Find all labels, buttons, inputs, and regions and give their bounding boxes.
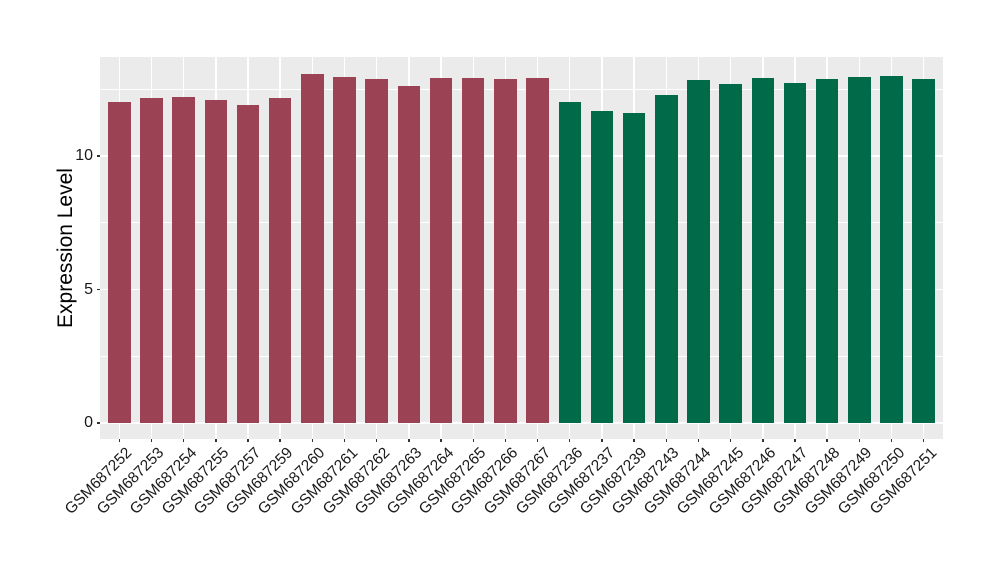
x-tick-mark [504, 439, 507, 442]
major-gridline [100, 422, 943, 424]
x-tick-mark [794, 439, 796, 442]
x-tick-mark [922, 439, 925, 442]
plot-panel [100, 57, 943, 439]
x-tick-mark [697, 439, 700, 442]
y-tick-label: 10 [75, 147, 93, 165]
y-tick-label: 5 [84, 280, 93, 298]
y-axis-title: Expression Level [54, 168, 77, 328]
x-tick-mark [826, 439, 828, 442]
bar [172, 97, 195, 423]
x-tick-mark [440, 439, 442, 442]
minor-gridline [100, 355, 943, 357]
x-tick-mark [215, 439, 217, 442]
x-tick-mark [279, 439, 281, 442]
bar [848, 76, 871, 423]
x-tick-mark [729, 439, 732, 442]
bar [494, 79, 517, 423]
bar [429, 78, 453, 423]
x-tick-mark [343, 439, 346, 442]
x-tick-mark [569, 439, 571, 442]
bar [108, 102, 131, 423]
bar [622, 113, 646, 423]
bar [365, 78, 388, 423]
minor-gridline [100, 88, 943, 90]
x-tick-mark [408, 439, 410, 442]
bar [783, 83, 807, 423]
x-tick-mark [890, 439, 893, 442]
y-tick-mark [97, 288, 100, 291]
bar [912, 78, 935, 423]
bar [461, 77, 485, 423]
minor-gridline [100, 222, 943, 224]
bar [880, 76, 903, 423]
x-tick-mark [633, 439, 635, 442]
bar [558, 102, 582, 423]
x-tick-mark [182, 439, 185, 442]
y-tick-label: 0 [84, 413, 93, 431]
bar [140, 98, 163, 423]
x-tick-mark [536, 439, 539, 442]
x-tick-mark [858, 439, 861, 442]
bar [397, 86, 421, 423]
bar [815, 78, 839, 423]
x-tick-mark [150, 439, 153, 442]
bar [333, 77, 356, 423]
bar [268, 97, 292, 423]
bar [751, 78, 775, 423]
x-tick-mark [376, 439, 378, 442]
bar [236, 104, 260, 423]
bar [655, 94, 678, 423]
bar [719, 83, 742, 423]
major-gridline [100, 155, 943, 157]
x-tick-mark [247, 439, 249, 442]
x-tick-mark [601, 439, 603, 442]
major-gridline [100, 288, 943, 291]
y-tick-mark [97, 155, 100, 157]
x-tick-mark [472, 439, 474, 442]
y-tick-mark [97, 422, 100, 424]
bar [204, 99, 228, 423]
x-tick-mark [118, 439, 120, 442]
x-tick-mark [311, 439, 314, 442]
x-tick-mark [762, 439, 764, 442]
x-tick-mark [665, 439, 667, 442]
bar [301, 74, 324, 423]
bar [687, 80, 710, 423]
bar [590, 110, 614, 423]
bar [526, 77, 549, 423]
